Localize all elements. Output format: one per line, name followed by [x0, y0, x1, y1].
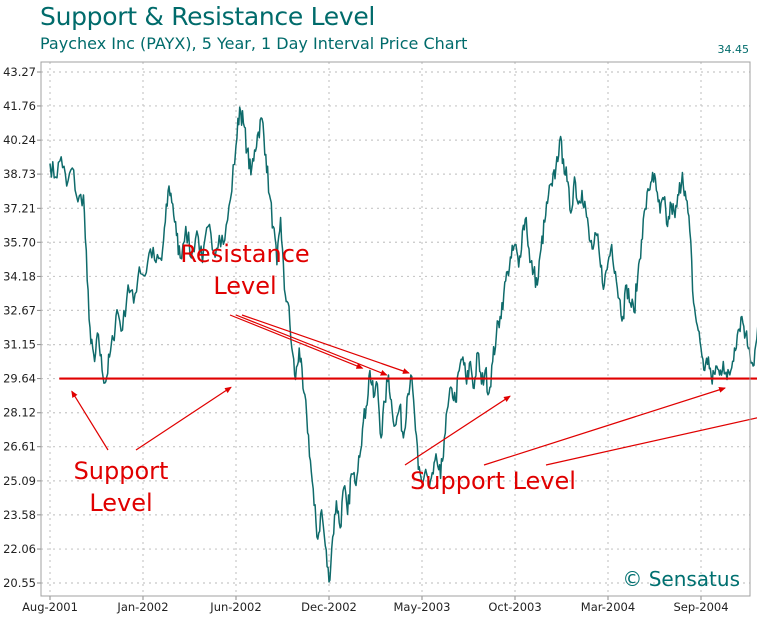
y-tick-label: 23.58: [3, 508, 36, 522]
y-tick-label: 31.15: [3, 338, 36, 352]
annotation-arrow: [135, 386, 232, 451]
chart-title: Support & Resistance Level: [40, 2, 376, 31]
y-tick-label: 29.64: [3, 372, 36, 386]
x-tick-label: Aug-2001: [22, 600, 78, 614]
annotation-arrow: [483, 386, 726, 466]
annotations: Resistance Level Support Level Support Level: [71, 240, 757, 517]
x-tick-label: Sep-2004: [673, 600, 728, 614]
y-tick-label: 38.73: [3, 167, 36, 181]
y-tick-label: 37.21: [3, 201, 36, 215]
x-tick-label: Dec-2002: [301, 600, 357, 614]
x-tick-label: Jan-2002: [116, 600, 168, 614]
annotation-label: Support Level: [410, 467, 576, 495]
y-tick-label: 32.67: [3, 303, 36, 317]
x-tick-label: May-2003: [394, 600, 451, 614]
y-tick-label: 20.55: [3, 576, 36, 590]
annotation-arrow: [71, 390, 109, 451]
last-price-label: 34.45: [717, 43, 750, 56]
annotation-arrow: [545, 417, 757, 466]
annotation-label: Level: [89, 489, 152, 517]
y-tick-label: 25.09: [3, 474, 36, 488]
y-axis: 43.27 41.76 40.24 38.73 37.21 35.70 34.18 32.67…: [3, 65, 41, 590]
y-tick-label: 26.61: [3, 440, 36, 454]
y-tick-label: 41.76: [3, 99, 36, 113]
x-axis: Aug-2001 Jan-2002 Jun-2002 Dec-2002 May-2003…: [22, 596, 729, 614]
y-tick-label: 43.27: [3, 65, 36, 79]
price-series: [49, 106, 757, 583]
credit-label: © Sensatus: [622, 567, 740, 591]
annotation-arrow: [404, 395, 511, 466]
chart-subtitle: Paychex Inc (PAYX), 5 Year, 1 Day Interv…: [40, 34, 468, 53]
price-line: [49, 106, 757, 583]
annotation-label: Support: [74, 457, 169, 485]
x-tick-label: Jun-2002: [209, 600, 261, 614]
plot-frame: [40, 61, 751, 597]
y-tick-label: 34.18: [3, 269, 36, 283]
y-tick-label: 35.70: [3, 235, 36, 249]
annotation-arrow: [235, 314, 388, 376]
annotation-label: Resistance: [180, 240, 309, 268]
annotation-arrow: [241, 314, 410, 374]
x-tick-label: Mar-2004: [581, 600, 635, 614]
annotation-arrow: [229, 314, 364, 369]
y-tick-label: 40.24: [3, 133, 36, 147]
grid: [41, 62, 750, 596]
annotation-label: Level: [213, 272, 276, 300]
y-tick-label: 22.06: [3, 542, 36, 556]
y-tick-label: 28.12: [3, 406, 36, 420]
x-tick-label: Oct-2003: [488, 600, 541, 614]
